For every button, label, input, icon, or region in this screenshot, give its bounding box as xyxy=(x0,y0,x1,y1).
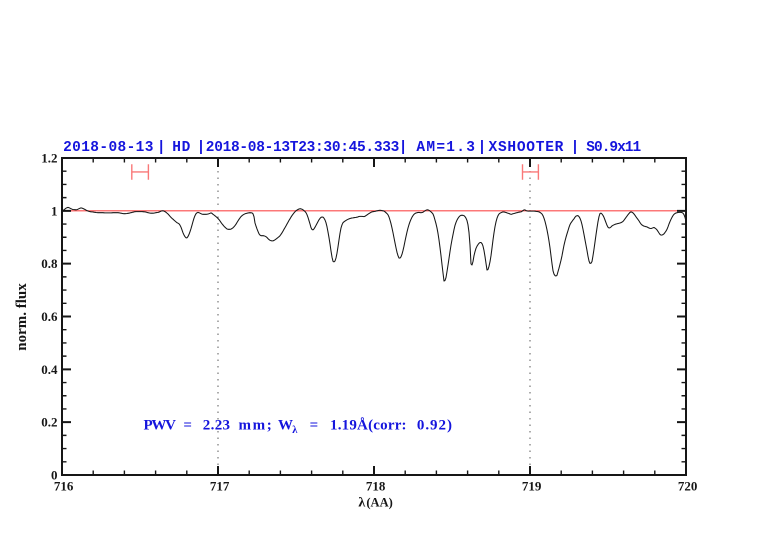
svg-text:717: 717 xyxy=(210,479,230,494)
svg-text:λ(AA): λ(AA) xyxy=(358,496,392,511)
svg-text:0.2: 0.2 xyxy=(41,415,57,430)
svg-text:718: 718 xyxy=(366,479,386,494)
svg-text:1.2: 1.2 xyxy=(41,151,57,166)
svg-text:2018-08-13|HD|2018-08-13T23:30: 2018-08-13 | HD |2018-08-13T23:30:45.333| AM… xyxy=(63,140,641,156)
svg-text:0.4: 0.4 xyxy=(41,362,58,377)
svg-text:719: 719 xyxy=(522,479,542,494)
svg-text:716: 716 xyxy=(54,479,74,494)
svg-text:norm. flux: norm. flux xyxy=(14,283,30,351)
svg-text:1: 1 xyxy=(51,203,58,218)
svg-text:0.6: 0.6 xyxy=(41,309,58,324)
svg-text:720: 720 xyxy=(678,479,698,494)
svg-text:0: 0 xyxy=(51,468,58,483)
svg-text:0.8: 0.8 xyxy=(41,256,58,271)
